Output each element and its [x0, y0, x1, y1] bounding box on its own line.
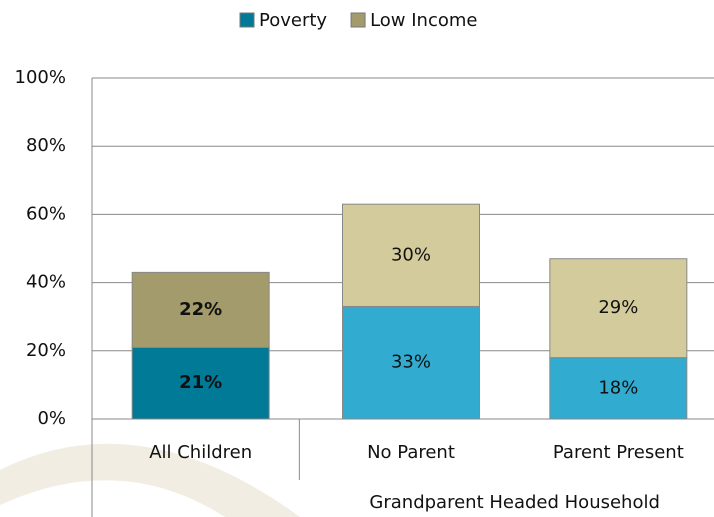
legend-swatch — [239, 12, 255, 28]
bar-segment — [342, 305, 480, 420]
x-tick-label: Parent Present — [553, 442, 684, 463]
bar-segment — [131, 346, 270, 420]
legend-swatch — [350, 12, 366, 28]
bar-segment — [549, 357, 688, 420]
y-tick-label: 40% — [26, 272, 66, 293]
bar-segment — [342, 203, 480, 307]
data-label: 22% — [179, 299, 222, 320]
data-label: 29% — [598, 297, 638, 318]
data-label: 21% — [179, 372, 222, 393]
data-label: 30% — [391, 244, 431, 265]
y-tick-label: 60% — [26, 203, 66, 224]
y-tick-label: 20% — [26, 340, 66, 361]
data-label: 18% — [598, 377, 638, 398]
background-arc — [0, 443, 300, 517]
bar-segment — [549, 258, 688, 359]
bar-segment — [131, 271, 270, 348]
y-tick-label: 80% — [26, 135, 66, 156]
x-tick-label: No Parent — [367, 442, 455, 463]
group-label: Grandparent Headed Household — [369, 492, 659, 513]
legend-label: Poverty — [259, 10, 327, 31]
y-tick-label: 100% — [15, 67, 66, 88]
legend-label: Low Income — [370, 10, 477, 31]
x-tick-label: All Children — [149, 442, 252, 463]
data-label: 33% — [391, 352, 431, 373]
y-tick-label: 0% — [37, 408, 66, 429]
